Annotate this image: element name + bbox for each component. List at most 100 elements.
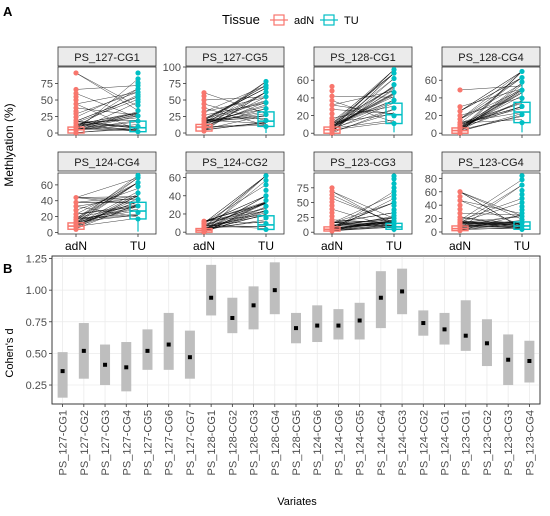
estimate-point <box>506 358 510 362</box>
y-tick-label: 20 <box>169 209 181 221</box>
x-tick-label: PS_128-CG2 <box>227 410 239 475</box>
x-tick-label: PS_128-CG5 <box>291 410 303 475</box>
data-point <box>457 120 462 125</box>
y-tick-label: 0 <box>47 128 53 140</box>
x-tick-label: PS_128-CG4 <box>270 410 282 475</box>
estimate-point <box>82 349 86 353</box>
y-tick-label: 50 <box>297 198 309 210</box>
outlier-point <box>329 185 334 190</box>
y-tick-label: 0 <box>175 128 181 140</box>
estimate-point <box>124 365 128 369</box>
data-point <box>263 106 268 111</box>
x-tick-label: adN <box>193 239 215 253</box>
y-tick-label: 40 <box>169 191 181 203</box>
data-point <box>263 204 268 209</box>
data-point <box>457 217 462 222</box>
y-tick-label: 40 <box>425 200 437 212</box>
x-tick-label: PS_124-CG2 <box>418 410 430 475</box>
outlier-point <box>457 189 462 194</box>
outlier-point <box>201 90 206 95</box>
x-tick-label: TU <box>130 239 146 253</box>
legend-entry-adN: adN <box>270 15 314 27</box>
data-point <box>201 116 206 121</box>
x-tick-label: adN <box>449 239 471 253</box>
estimate-point <box>145 349 149 353</box>
y-tick-label: 0 <box>431 128 437 140</box>
outlier-point <box>73 195 78 200</box>
estimate-point <box>209 296 213 300</box>
y-tick-label: 0 <box>431 227 437 239</box>
x-tick-label: PS_127-CG1 <box>58 410 70 475</box>
x-tick-label: PS_123-CG2 <box>482 410 494 475</box>
data-point <box>201 222 206 227</box>
outlier-point <box>135 173 140 178</box>
y-tick-label: 50 <box>169 95 181 107</box>
data-point <box>135 113 140 118</box>
outlier-point <box>73 200 78 205</box>
data-point <box>135 203 140 208</box>
data-point <box>263 118 268 123</box>
estimate-point <box>400 289 404 293</box>
y-tick-label: 0 <box>303 227 309 239</box>
data-point <box>135 216 140 221</box>
y-tick-label: 0 <box>175 227 181 239</box>
legend-entry-TU: TU <box>320 15 359 27</box>
y-tick-label: 75 <box>297 183 309 195</box>
ci-bar <box>206 265 216 316</box>
estimate-point <box>252 303 256 307</box>
data-point <box>135 103 140 108</box>
ci-bar <box>185 331 195 379</box>
data-point <box>329 118 334 123</box>
facet-title: PS_127-CG5 <box>202 52 267 64</box>
y-tick-label: 1.25 <box>26 254 47 266</box>
facet-title: PS_128-CG4 <box>458 52 523 64</box>
estimate-point <box>379 296 383 300</box>
outlier-point <box>391 173 396 178</box>
y-tick-label: 20 <box>425 111 437 123</box>
data-point <box>519 104 524 109</box>
data-point <box>263 94 268 99</box>
estimate-point <box>61 369 65 373</box>
outlier-point <box>519 173 524 178</box>
data-point <box>519 120 524 125</box>
data-point <box>135 210 140 215</box>
facet-title: PS_124-CG4 <box>74 157 139 169</box>
outlier-point <box>457 104 462 109</box>
data-point <box>73 118 78 123</box>
x-tick-label: TU <box>258 239 274 253</box>
y-tick-label: 60 <box>169 173 181 185</box>
estimate-point <box>358 319 362 323</box>
outlier-point <box>263 182 268 187</box>
estimate-point <box>294 326 298 330</box>
y-tick-label: 0 <box>47 227 53 239</box>
x-tick-label: TU <box>514 239 530 253</box>
outlier-point <box>457 203 462 208</box>
data-point <box>263 221 268 226</box>
estimate-point <box>230 316 234 320</box>
x-tick-label: PS_127-CG3 <box>100 410 112 475</box>
panel-a-label: A <box>3 4 13 19</box>
y-tick-label: 75 <box>169 79 181 91</box>
data-point <box>135 190 140 195</box>
data-point <box>519 112 524 117</box>
x-tick-label: PS_127-CG7 <box>185 410 197 475</box>
data-point <box>391 98 396 103</box>
x-tick-label: TU <box>386 239 402 253</box>
outlier-point <box>263 188 268 193</box>
y-tick-label: 60 <box>425 187 437 199</box>
data-point <box>263 198 268 203</box>
data-point <box>263 100 268 105</box>
data-point <box>135 108 140 113</box>
ci-bar <box>227 298 237 333</box>
data-point <box>391 121 396 126</box>
y-tick-label: 20 <box>425 214 437 226</box>
y-tick-label: 50 <box>41 95 53 107</box>
outlier-point <box>263 173 268 178</box>
y-tick-label: 25 <box>297 212 309 224</box>
data-point <box>263 215 268 220</box>
